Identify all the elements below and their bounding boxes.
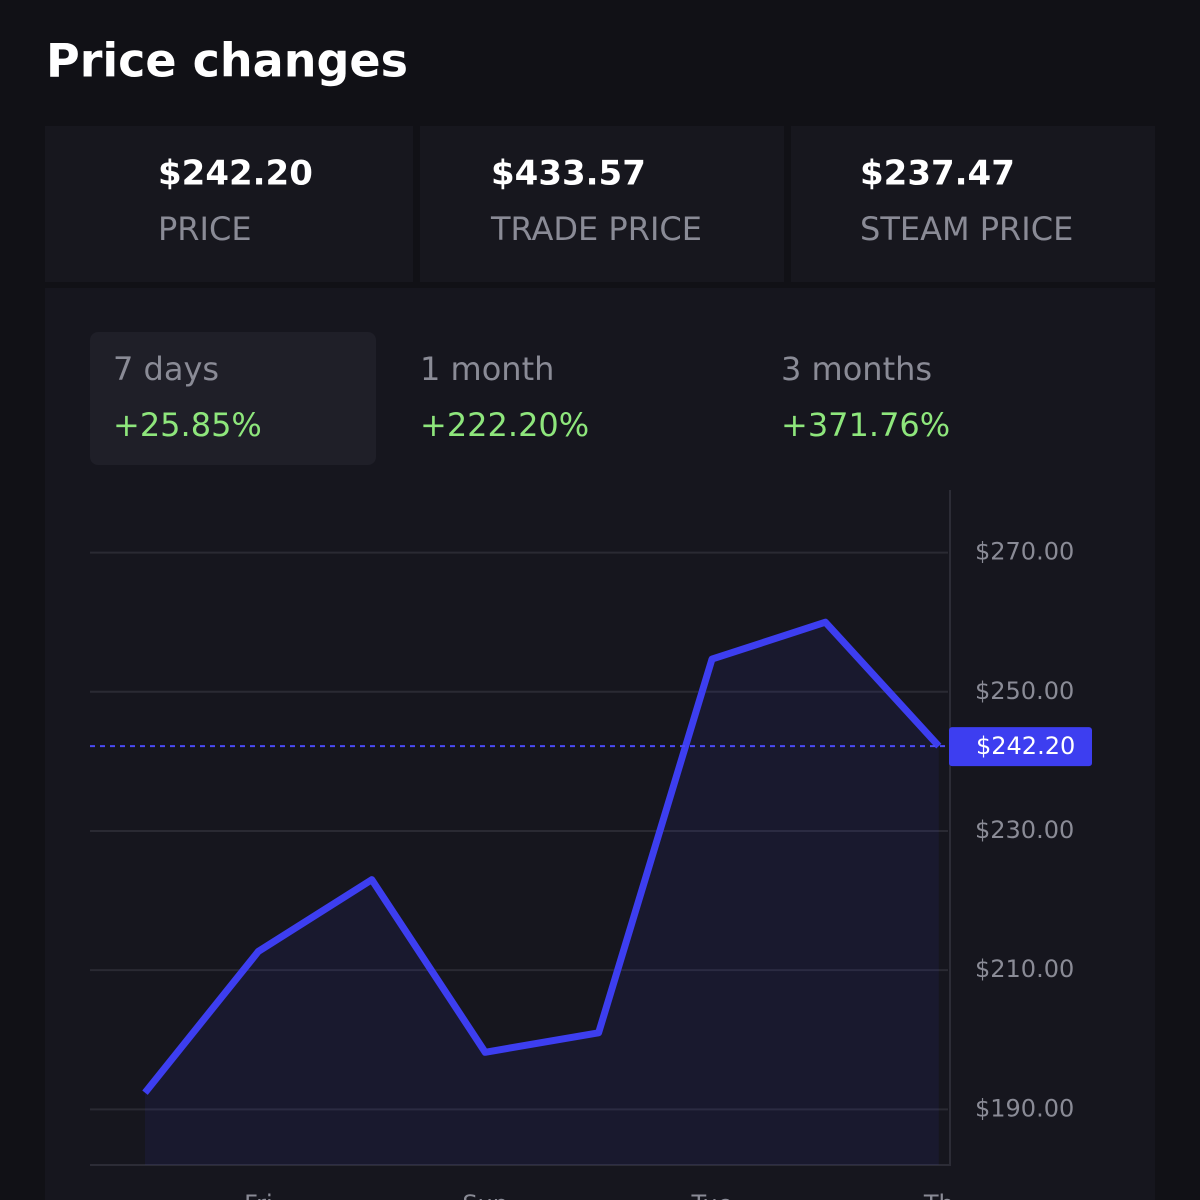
stat-label: TRADE PRICE [490, 210, 702, 248]
tab-active[interactable] [90, 332, 376, 465]
tab-change[interactable]: +371.76% [781, 406, 950, 444]
tab-change[interactable]: +222.20% [420, 406, 589, 444]
y-tick-label: $190.00 [975, 1094, 1074, 1122]
tab-label[interactable]: 7 days [113, 350, 219, 388]
stat-value: $237.47 [860, 154, 1015, 194]
stat-value: $242.20 [158, 154, 313, 194]
price-line [142, 618, 942, 1095]
current-price-badge [949, 727, 1092, 767]
y-tick-label: $230.00 [975, 816, 1074, 844]
title: Price changes [46, 34, 408, 88]
stat-card [45, 126, 413, 282]
stat-label: STEAM PRICE [860, 210, 1073, 248]
x-tick-label: Fri [244, 1190, 273, 1200]
tab-change[interactable]: +25.85% [113, 406, 262, 444]
y-tick-label: $270.00 [975, 538, 1074, 566]
stat-card [420, 126, 784, 282]
tab-label[interactable]: 3 months [781, 350, 932, 388]
stat-label: PRICE [158, 210, 252, 248]
x-tick-label: Th [923, 1190, 954, 1200]
tab-label[interactable]: 1 month [420, 350, 554, 388]
stat-card [791, 126, 1155, 282]
current-price-label: $242.20 [976, 732, 1075, 760]
area [145, 622, 939, 1165]
x-tick-label: Tue [691, 1190, 733, 1200]
y-tick-label: $210.00 [975, 955, 1074, 983]
y-tick-label: $250.00 [975, 677, 1074, 705]
stat-value: $433.57 [491, 154, 646, 194]
x-tick-label: Sun [462, 1190, 508, 1200]
